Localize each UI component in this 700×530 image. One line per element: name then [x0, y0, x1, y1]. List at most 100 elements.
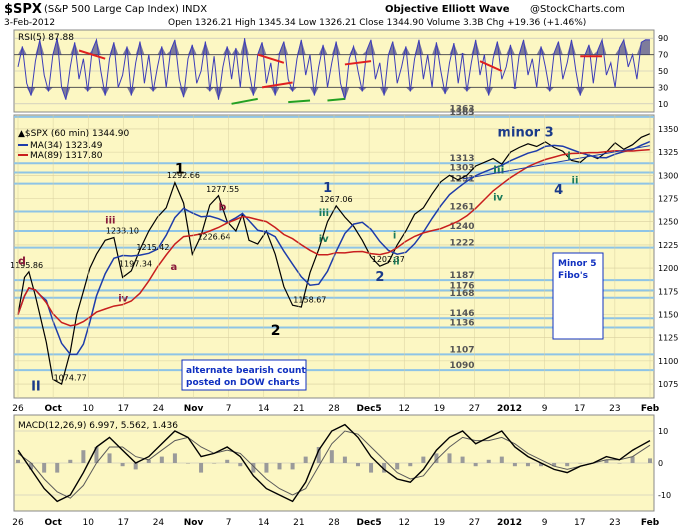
macd-histogram-bar	[552, 463, 557, 467]
rsi-divergence-mark	[78, 49, 106, 60]
macd-histogram-bar	[617, 463, 622, 464]
quote-line: Open 1326.21 High 1345.34 Low 1326.21 Cl…	[168, 18, 586, 28]
price-tick-label: 1275	[658, 195, 678, 204]
fib-level-label: 1187	[450, 271, 475, 281]
wave-label: 2	[271, 323, 281, 339]
x-tick-label: 26	[12, 404, 24, 414]
x-tick-label: 17	[574, 404, 585, 414]
ma34-legend: MA(34) 1323.49	[30, 141, 103, 151]
price-value-label: 1202.37	[372, 255, 405, 264]
macd-histogram-bar	[238, 463, 243, 467]
wave-label: i	[567, 150, 571, 163]
fib-level-label: 1303	[450, 164, 475, 174]
wave-label: 4	[554, 183, 563, 198]
macd-histogram-bar	[316, 447, 321, 463]
price-tick-label: 1350	[658, 125, 678, 134]
rsi-divergence-mark	[344, 60, 372, 66]
rsi-tick-label: 30	[658, 83, 668, 92]
price-tick-label: 1175	[658, 287, 678, 296]
price-value-label: 1267.06	[319, 195, 352, 204]
price-value-label: 1074.77	[54, 373, 87, 382]
wave-label: 1	[323, 181, 332, 196]
macd-histogram-bar	[395, 463, 400, 470]
wave-label: 2	[375, 270, 384, 285]
fibo-box	[552, 252, 604, 340]
x-tick-label-bottom: Nov	[184, 518, 204, 528]
bearish-note-line1: alternate bearish count	[186, 366, 306, 376]
wave-label: iii	[493, 163, 504, 176]
x-tick-label-bottom: 17	[118, 518, 129, 528]
x-tick-label: 12	[398, 404, 409, 414]
x-tick-label: 7	[226, 404, 232, 414]
rsi-divergence-mark	[261, 81, 293, 89]
x-tick-label-bottom: 23	[609, 518, 620, 528]
price-tick-label: 1200	[658, 264, 678, 273]
macd-histogram-bar	[16, 459, 20, 463]
x-tick-label: 24	[153, 404, 165, 414]
price-value-label: 1277.55	[206, 185, 239, 194]
x-tick-label-bottom: 12	[398, 518, 409, 528]
wave-label: b	[218, 201, 226, 214]
price-tick-label: 1325	[658, 148, 678, 157]
ma89-line	[17, 148, 651, 327]
wave-label: iv	[319, 234, 329, 245]
macd-histogram-bar	[486, 459, 491, 463]
x-tick-label-bottom: 9	[542, 518, 548, 528]
x-tick-label-bottom: 24	[153, 518, 165, 528]
fib-level-label: 1222	[450, 239, 475, 249]
macd-histogram-bar	[303, 456, 308, 463]
macd-histogram-bar	[251, 463, 256, 473]
macd-histogram-bar	[355, 463, 360, 467]
fib-level-label: 1146	[450, 309, 475, 319]
price-tick-label: 1250	[658, 218, 678, 227]
rsi-legend: RSI(5) 87.88	[18, 33, 74, 43]
x-tick-label: 17	[118, 404, 129, 414]
price-value-label: 1215.42	[136, 243, 169, 252]
macd-histogram-bar	[512, 463, 517, 467]
price-value-label: 1292.66	[167, 171, 200, 180]
fib-level-label: 1107	[450, 345, 475, 355]
x-tick-label-bottom: 10	[82, 518, 94, 528]
macd-tick-label: 10	[658, 427, 668, 436]
wave-label: II	[31, 380, 41, 395]
x-tick-label: 10	[82, 404, 94, 414]
x-tick-label-bottom: 26	[12, 518, 24, 528]
macd-histogram-bar	[447, 453, 452, 463]
rsi-divergence-mark	[288, 99, 311, 104]
wave-label: iii	[319, 208, 329, 219]
macd-histogram-bar	[565, 463, 570, 467]
x-tick-label: 23	[609, 404, 620, 414]
x-tick-label-bottom: 19	[434, 518, 446, 528]
x-tick-label: 27	[469, 404, 480, 414]
ma34-line	[17, 140, 651, 356]
macd-histogram-bar	[146, 459, 151, 463]
symbol-name: (S&P 500 Large Cap Index) INDX	[44, 4, 207, 15]
price-tick-label: 1225	[658, 241, 678, 250]
x-tick-label-bottom: Feb	[641, 518, 660, 528]
x-tick-label: Oct	[44, 404, 62, 414]
bearish-note-line2: posted on DOW charts	[186, 378, 300, 388]
fib-level-label: 1363	[450, 104, 475, 114]
macd-histogram-bar	[277, 463, 282, 470]
price-legend: ▲$SPX (60 min) 1344.90	[18, 129, 129, 139]
x-tick-label-bottom: 7	[226, 518, 232, 528]
fib-level-label: 1240	[450, 222, 475, 232]
macd-histogram-bar	[159, 456, 164, 463]
macd-histogram-bar	[29, 463, 34, 470]
macd-histogram-bar	[382, 463, 387, 473]
price-value-label: 1226.64	[197, 232, 230, 241]
trend-line	[462, 145, 651, 180]
macd-histogram-bar	[133, 463, 138, 470]
x-tick-label: 21	[293, 404, 304, 414]
price-value-label: 1195.86	[10, 261, 43, 270]
macd-layer: -10 0 10	[14, 423, 671, 503]
macd-histogram-bar	[290, 463, 295, 470]
rsi-line	[17, 37, 651, 100]
macd-histogram-bar	[107, 453, 112, 463]
macd-histogram-bar	[68, 459, 73, 463]
rsi-divergence-mark	[257, 53, 285, 64]
macd-histogram-bar	[225, 459, 230, 463]
fib-level-label: 1168	[450, 289, 475, 299]
macd-histogram-bar	[525, 463, 530, 467]
